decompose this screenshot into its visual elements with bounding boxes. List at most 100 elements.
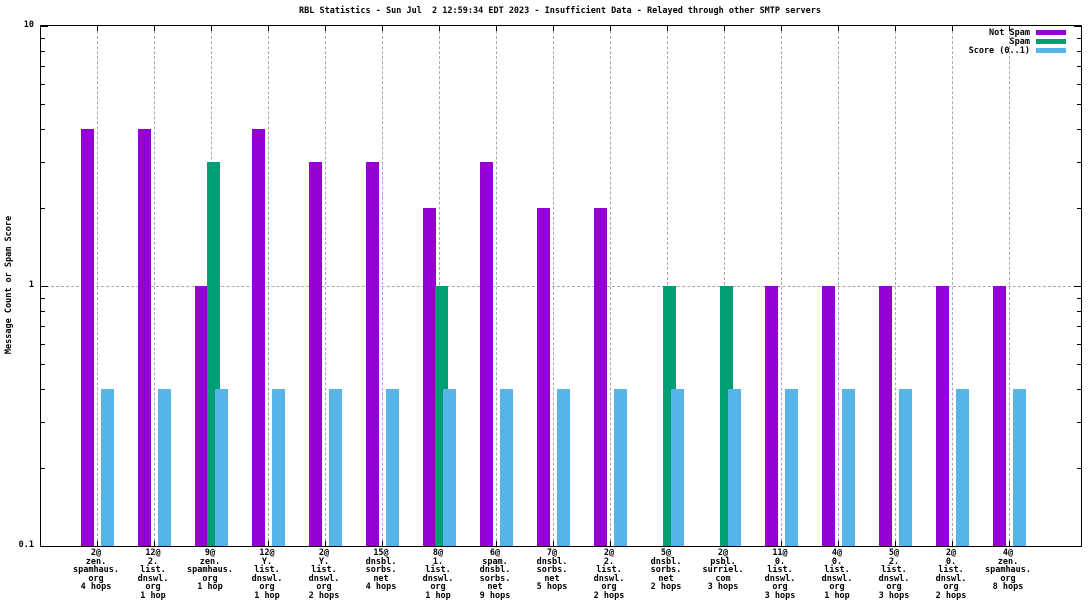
y-tick-major-right [1074, 546, 1081, 547]
x-tick-bottom [895, 541, 896, 546]
x-tick-bottom [952, 541, 953, 546]
y-tick-minor-left [41, 129, 45, 131]
bar-not-spam [936, 286, 949, 546]
x-tick-top [610, 26, 611, 31]
x-category-label: 12@ 2. list. dnswl. org 1 hop [137, 548, 169, 601]
bar-score-0-1 [329, 389, 342, 546]
x-category-label: 11@ 0. list. dnswl. org 3 hops [764, 548, 796, 601]
x-category-label: 8@ 1. list. dnswl. org 1 hop [422, 548, 454, 601]
y-tick-major-right [1074, 26, 1081, 27]
legend-row: Score (0..1) [968, 45, 1066, 56]
y-tick-minor-right [1077, 104, 1081, 106]
x-tick-top [211, 26, 212, 31]
x-category-label: 9@ zen. spamhaus. org 1 hop [186, 548, 234, 592]
bar-not-spam [423, 207, 436, 546]
bar-score-0-1 [899, 389, 912, 546]
y-tick-minor-right [1077, 66, 1081, 68]
y-tick-minor-left [41, 51, 45, 53]
x-tick-bottom [325, 541, 326, 546]
y-tick-minor-left [41, 311, 45, 313]
legend-swatch [1036, 30, 1066, 35]
y-tick-minor-left [41, 297, 45, 299]
x-tick-bottom [781, 541, 782, 546]
x-tick-top [667, 26, 668, 31]
y-tick-minor-right [1077, 326, 1081, 328]
legend-swatch [1036, 39, 1066, 44]
y-tick-label: 1 [28, 280, 34, 290]
legend-row: Not Spam [969, 27, 1066, 38]
y-tick-minor-right [1077, 467, 1081, 469]
y-tick-minor-left [41, 161, 45, 163]
y-tick-minor-right [1077, 83, 1081, 85]
y-tick-minor-right [1077, 129, 1081, 131]
x-tick-bottom [553, 541, 554, 546]
gridline-y1 [41, 286, 1081, 287]
x-category-label: 4@ 0. list. dnswl. org 1 hop [821, 548, 853, 601]
bar-not-spam [309, 161, 322, 546]
bar-not-spam [879, 286, 892, 546]
x-category-label: 2@ 2. list. dnswl. org 2 hops [593, 548, 625, 601]
y-tick-minor-left [41, 104, 45, 106]
y-tick-minor-right [1077, 421, 1081, 423]
bar-score-0-1 [557, 389, 570, 546]
bar-not-spam [765, 286, 778, 546]
x-category-label: 2@ zen. spamhaus. org 4 hops [72, 548, 120, 592]
legend-row: Spam [969, 36, 1066, 47]
x-tick-top [97, 26, 98, 31]
bar-score-0-1 [842, 389, 855, 546]
y-tick-minor-left [41, 389, 45, 391]
y-tick-major-left [41, 546, 48, 547]
bar-score-0-1 [215, 389, 228, 546]
y-tick-label: 0.1 [18, 540, 34, 550]
bar-score-0-1 [1013, 389, 1026, 546]
y-tick-minor-right [1077, 51, 1081, 53]
x-category-label: 6@ spam. dnsbl. sorbs. net 9 hops [479, 548, 511, 601]
bar-not-spam [480, 161, 493, 546]
bar-not-spam [993, 286, 1006, 546]
bar-score-0-1 [158, 389, 171, 546]
legend-label: Score (0..1) [968, 45, 1030, 56]
x-tick-top [439, 26, 440, 31]
y-tick-minor-left [41, 467, 45, 469]
bar-not-spam [366, 161, 379, 546]
x-tick-top [724, 26, 725, 31]
x-tick-top [553, 26, 554, 31]
x-tick-bottom [610, 541, 611, 546]
y-tick-minor-right [1077, 389, 1081, 391]
bar-score-0-1 [101, 389, 114, 546]
bar-score-0-1 [614, 389, 627, 546]
x-category-label: 2@ 0. list. dnswl. org 2 hops [935, 548, 967, 601]
y-tick-minor-right [1077, 311, 1081, 313]
legend-label: Spam [1009, 36, 1030, 47]
y-tick-minor-right [1077, 207, 1081, 209]
legend-label: Not Spam [989, 27, 1030, 38]
y-tick-minor-right [1077, 297, 1081, 299]
x-tick-top [268, 26, 269, 31]
x-tick-top [496, 26, 497, 31]
x-tick-top [838, 26, 839, 31]
y-tick-major-right [1074, 286, 1081, 287]
y-tick-minor-left [41, 207, 45, 209]
x-category-label: 7@ dnsbl. sorbs. net 5 hops [536, 548, 568, 592]
y-tick-minor-left [41, 83, 45, 85]
bar-not-spam [252, 129, 265, 546]
chart-title: RBL Statistics - Sun Jul 2 12:59:34 EDT … [299, 6, 821, 16]
x-category-label: 12@ Y. list. dnswl. org 1 hop [251, 548, 283, 601]
y-tick-major-left [41, 286, 48, 287]
x-category-label: 4@ zen. spamhaus. org 8 hops [984, 548, 1032, 592]
y-tick-minor-left [41, 421, 45, 423]
x-tick-top [1009, 26, 1010, 31]
x-category-label: 15@ dnsbl. sorbs. net 4 hops [365, 548, 397, 592]
y-tick-minor-left [41, 37, 45, 39]
y-tick-label: 10 [23, 20, 34, 30]
bar-not-spam [822, 286, 835, 546]
bar-score-0-1 [956, 389, 969, 546]
bar-score-0-1 [386, 389, 399, 546]
bar-score-0-1 [443, 389, 456, 546]
bar-score-0-1 [671, 389, 684, 546]
x-tick-top [781, 26, 782, 31]
x-tick-bottom [154, 541, 155, 546]
y-tick-minor-right [1077, 364, 1081, 366]
x-category-label: 2@ Y. list. dnswl. org 2 hops [308, 548, 340, 601]
